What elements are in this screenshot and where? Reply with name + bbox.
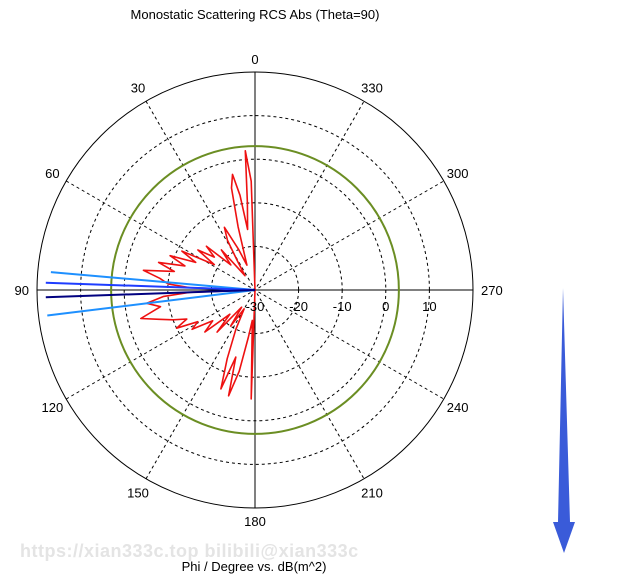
arrow-down-icon bbox=[553, 288, 575, 553]
radial-tick-10: 10 bbox=[422, 299, 436, 314]
angle-tick-90: 90 bbox=[15, 283, 29, 298]
series-line-2 bbox=[47, 271, 256, 317]
scroll-down-arrow[interactable] bbox=[553, 288, 575, 553]
angle-tick-0: 0 bbox=[251, 52, 258, 67]
tick-labels: 0 330 300 270 240 210 180 150 120 90 60 30 -30 -20 -10… bbox=[15, 52, 503, 529]
angle-tick-30: 30 bbox=[131, 80, 145, 95]
radial-tick--10: -10 bbox=[333, 299, 352, 314]
series-line-3 bbox=[45, 281, 256, 291]
angle-tick-300: 300 bbox=[447, 166, 469, 181]
series-line-4 bbox=[45, 289, 256, 299]
angle-tick-60: 60 bbox=[45, 166, 59, 181]
series-group bbox=[45, 145, 400, 435]
chart-title: Monostatic Scattering RCS Abs (Theta=90) bbox=[131, 7, 380, 22]
radial-tick--30: -30 bbox=[246, 299, 265, 314]
angle-tick-120: 120 bbox=[41, 400, 63, 415]
angle-tick-240: 240 bbox=[447, 400, 469, 415]
angle-tick-270: 270 bbox=[481, 283, 503, 298]
angle-tick-150: 150 bbox=[127, 486, 149, 501]
radial-tick-0: 0 bbox=[382, 299, 389, 314]
series-line-0 bbox=[140, 150, 256, 400]
radial-tick--20: -20 bbox=[289, 299, 308, 314]
series-ring-line bbox=[110, 145, 400, 435]
angle-tick-330: 330 bbox=[361, 80, 383, 95]
angle-tick-210: 210 bbox=[361, 486, 383, 501]
angle-tick-180: 180 bbox=[244, 514, 266, 529]
watermark-text: https://xian333c.top bilibili@xian333c bbox=[20, 541, 359, 561]
x-axis-label: Phi / Degree vs. dB(m^2) bbox=[182, 559, 327, 574]
